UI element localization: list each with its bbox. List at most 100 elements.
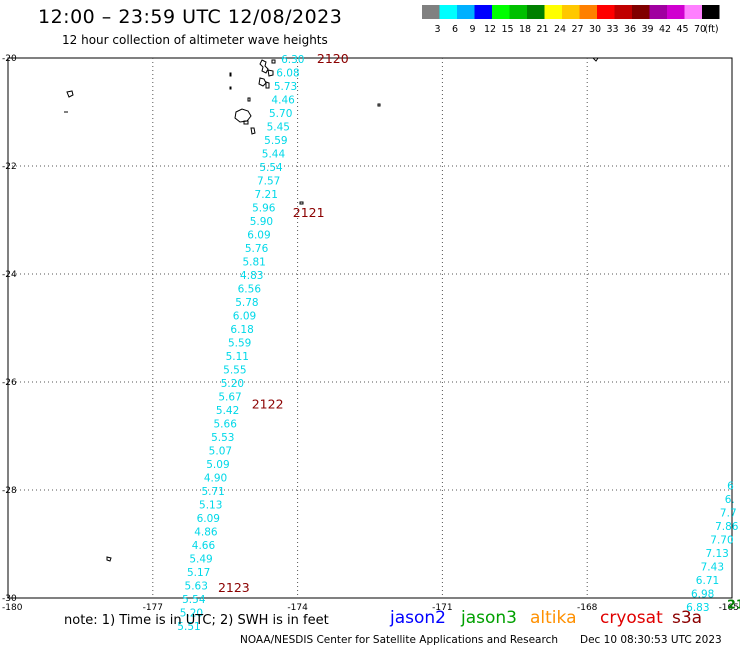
swh-value-label: 5.96 (252, 203, 276, 215)
swh-value-label: 5.54 (259, 162, 283, 174)
swh-value-label: 5.59 (264, 135, 287, 147)
island-outline (299, 201, 304, 205)
swh-value-label: 4.83 (240, 270, 263, 282)
swh-value-label: 5.53 (211, 432, 234, 444)
swh-value-label: 5.13 (199, 500, 222, 512)
swh-value-label: 5.70 (269, 108, 292, 120)
legend-swatch (509, 5, 527, 19)
swh-value-label: 6.09 (247, 230, 270, 242)
swh-value-label: 5.78 (235, 297, 258, 309)
swh-value-label: 5.09 (206, 459, 229, 471)
swh-value-label: 5.51 (177, 621, 200, 633)
map-subtitle: 12 hour collection of altimeter wave hei… (62, 33, 328, 47)
legend-tick-label: 33 (606, 24, 618, 35)
latitude-label: -24 (2, 270, 17, 280)
island-outline (229, 72, 232, 77)
island-outline (247, 97, 251, 102)
swh-value-label: 6.56 (238, 284, 262, 296)
swh-value-label: 7.57 (257, 176, 280, 188)
legend-swatch (667, 5, 685, 19)
legend-tick-label: 70 (694, 24, 706, 35)
island-outline (592, 58, 599, 62)
swh-value-label: 7.21 (255, 189, 278, 201)
longitude-label: -174 (287, 603, 308, 613)
satellite-name-cryosat: cryosat (600, 608, 663, 628)
swh-value-label: 5.55 (223, 365, 246, 377)
island-outline (259, 59, 269, 74)
swh-value-label: 4.86 (194, 527, 218, 539)
footer-note: note: 1) Time is in UTC; 2) SWH is in fe… (64, 613, 329, 628)
satellite-name-jason3: jason3 (461, 608, 517, 628)
legend-swatch (684, 5, 702, 19)
legend-tick-label: 3 (434, 24, 440, 35)
swh-value-label: 5.76 (245, 243, 269, 255)
swh-value-label: 5.11 (226, 351, 249, 363)
island-outline (271, 59, 276, 64)
legend-swatch (422, 5, 440, 19)
legend-swatch (632, 5, 650, 19)
latitude-label: -22 (2, 162, 17, 172)
swh-value-label: 6. (725, 494, 735, 506)
swh-value-label: 5.20 (180, 608, 203, 620)
legend-tick-label: 24 (554, 24, 566, 35)
legend-swatch (439, 5, 457, 19)
swh-value-label: 4.90 (204, 473, 227, 485)
legend-tick-label: 6 (452, 24, 458, 35)
latitude-label: -26 (2, 378, 17, 388)
island-outline (229, 86, 232, 90)
legend-tick-label: 30 (589, 24, 601, 35)
swh-value-label: 4.66 (192, 540, 216, 552)
island-outline (265, 81, 270, 89)
legend-swatch (702, 5, 720, 19)
longitude-label: -180 (2, 603, 23, 613)
legend-tick-label: 15 (501, 24, 513, 35)
generation-timestamp: Dec 10 08:30:53 UTC 2023 (580, 634, 722, 646)
swh-value-label: 6.08 (276, 68, 299, 80)
legend-tick-label: 18 (519, 24, 531, 35)
legend-tick-label: 21 (536, 24, 548, 35)
swh-value-label: 6.83 (686, 602, 709, 614)
map-title: 12:00 – 23:59 UTC 12/08/2023 (38, 6, 343, 28)
island-outlines (64, 58, 599, 562)
longitude-label: -168 (577, 603, 598, 613)
swh-value-label: 5.07 (209, 446, 232, 458)
swh-value-label: 6.98 (691, 589, 714, 601)
pass-number-label: 2120 (317, 51, 349, 66)
swh-value-label: 6.09 (197, 513, 220, 525)
legend-tick-label: 39 (641, 24, 653, 35)
swh-value-label: 6 (727, 481, 734, 493)
satellite-name-s3a: s3a (672, 608, 703, 628)
legend-swatch (579, 5, 597, 19)
legend-swatch (562, 5, 580, 19)
legend-unit-label: (ft) (704, 24, 718, 35)
swh-value-label: 5.59 (228, 338, 251, 350)
swh-value-label: 5.44 (262, 149, 286, 161)
legend-swatch (474, 5, 492, 19)
satellite-name-jason2: jason2 (390, 608, 446, 628)
swh-value-label: 6.09 (233, 311, 256, 323)
island-outline (234, 108, 252, 123)
swh-value-label: 7.13 (705, 548, 728, 560)
swh-value-label: 7.7 (720, 508, 737, 520)
swh-value-label: 5.17 (187, 567, 210, 579)
swh-value-label: 5.20 (221, 378, 244, 390)
longitude-label: -171 (432, 603, 452, 613)
credit-line: NOAA/NESDIS Center for Satellite Applica… (240, 634, 558, 646)
legend-tick-label: 45 (676, 24, 688, 35)
legend-swatch (457, 5, 475, 19)
swh-value-label: 5.42 (216, 405, 239, 417)
map-frame (7, 57, 733, 599)
legend-swatch (527, 5, 545, 19)
legend-swatch (492, 5, 510, 19)
altimeter-tracks: 6.306.085.734.465.705.455.595.445.547.57… (177, 51, 740, 633)
color-legend: 3 6 9 12 15 18 21 24 27 30 33 36 39 42 45 70(ft) (422, 5, 720, 35)
swh-value-label: 7.43 (701, 562, 724, 574)
swh-value-label: 6.71 (696, 575, 719, 587)
swh-value-label: 5.54 (182, 594, 206, 606)
satellite-name-altika: altika (530, 608, 577, 628)
swh-value-label: 6.30 (281, 54, 304, 66)
legend-swatch (649, 5, 667, 19)
legend-swatch (614, 5, 632, 19)
latitude-label: -20 (2, 54, 17, 64)
